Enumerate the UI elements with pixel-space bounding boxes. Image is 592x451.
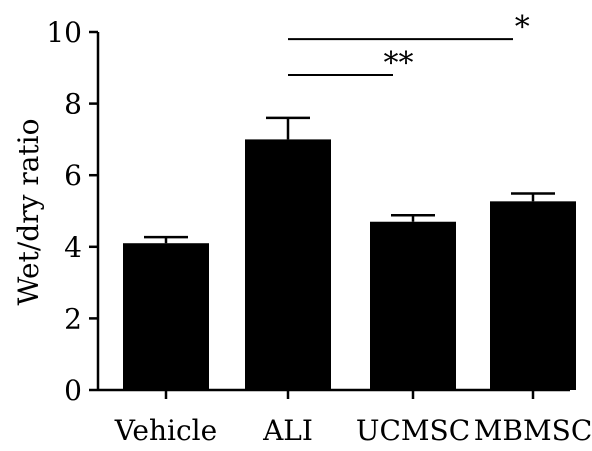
- y-ticks: 0 2 4 6 8 10: [46, 16, 98, 407]
- category-label: Vehicle: [114, 414, 217, 447]
- significance-label: *: [515, 10, 530, 45]
- significance-annotations: ***: [288, 10, 530, 81]
- bar: [123, 243, 209, 390]
- y-tick-label: 6: [64, 159, 82, 192]
- bar: [490, 201, 576, 390]
- category-label: ALI: [262, 414, 313, 447]
- category-label: UCMSC: [356, 414, 470, 447]
- bar: [370, 221, 456, 390]
- y-tick-label: 10: [46, 16, 82, 49]
- y-tick-label: 8: [64, 88, 82, 121]
- bars: [123, 116, 576, 390]
- bar: [245, 139, 331, 390]
- category-labels: Vehicle ALI UCMSC MBMSC: [114, 390, 592, 447]
- y-tick-label: 0: [64, 374, 82, 407]
- y-tick-label: 4: [64, 231, 82, 264]
- category-label: MBMSC: [474, 414, 592, 447]
- y-tick-label: 2: [64, 302, 82, 335]
- y-axis-label: Wet/dry ratio: [12, 119, 45, 306]
- significance-label: **: [384, 46, 414, 81]
